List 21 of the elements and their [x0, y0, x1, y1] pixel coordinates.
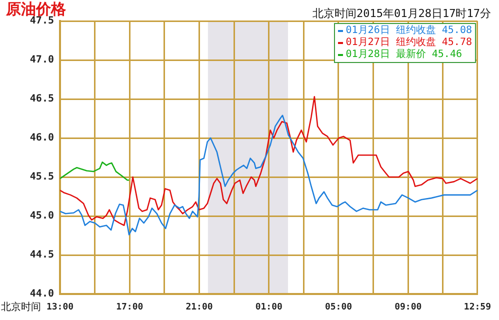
x-tick-label: 21:00 — [186, 302, 213, 313]
legend-label: 01月28日 最新价 45.46 — [346, 49, 462, 61]
x-tick-label: 13:00 — [46, 302, 74, 313]
x-axis-title: 北京时间 — [1, 300, 41, 314]
y-tick-label: 44.5 — [30, 250, 54, 261]
x-tick-label: 01:00 — [255, 302, 282, 313]
y-tick-label: 47.5 — [30, 16, 54, 27]
legend-label: 01月26日 纽约收盘 45.08 — [346, 25, 472, 37]
y-tick-label: 45.5 — [30, 172, 54, 183]
legend-label: 01月27日 纽约收盘 45.78 — [346, 37, 472, 48]
y-tick-label: 45.0 — [30, 210, 54, 222]
y-tick-label: 47.0 — [30, 54, 54, 66]
y-tick-label: 46.0 — [30, 132, 54, 144]
x-tick-label: 05:00 — [324, 302, 352, 313]
chart-subtitle: 北京时间2015年01月28日17时17分 — [312, 6, 491, 21]
x-tick-label: 09:00 — [394, 302, 422, 313]
x-tick-label: 12:59 — [464, 302, 491, 313]
y-tick-label: 46.5 — [30, 94, 54, 105]
x-tick-label: 17:00 — [116, 302, 144, 313]
chart-title: 原油价格 — [6, 0, 66, 18]
y-tick-label: 44.0 — [30, 288, 54, 300]
